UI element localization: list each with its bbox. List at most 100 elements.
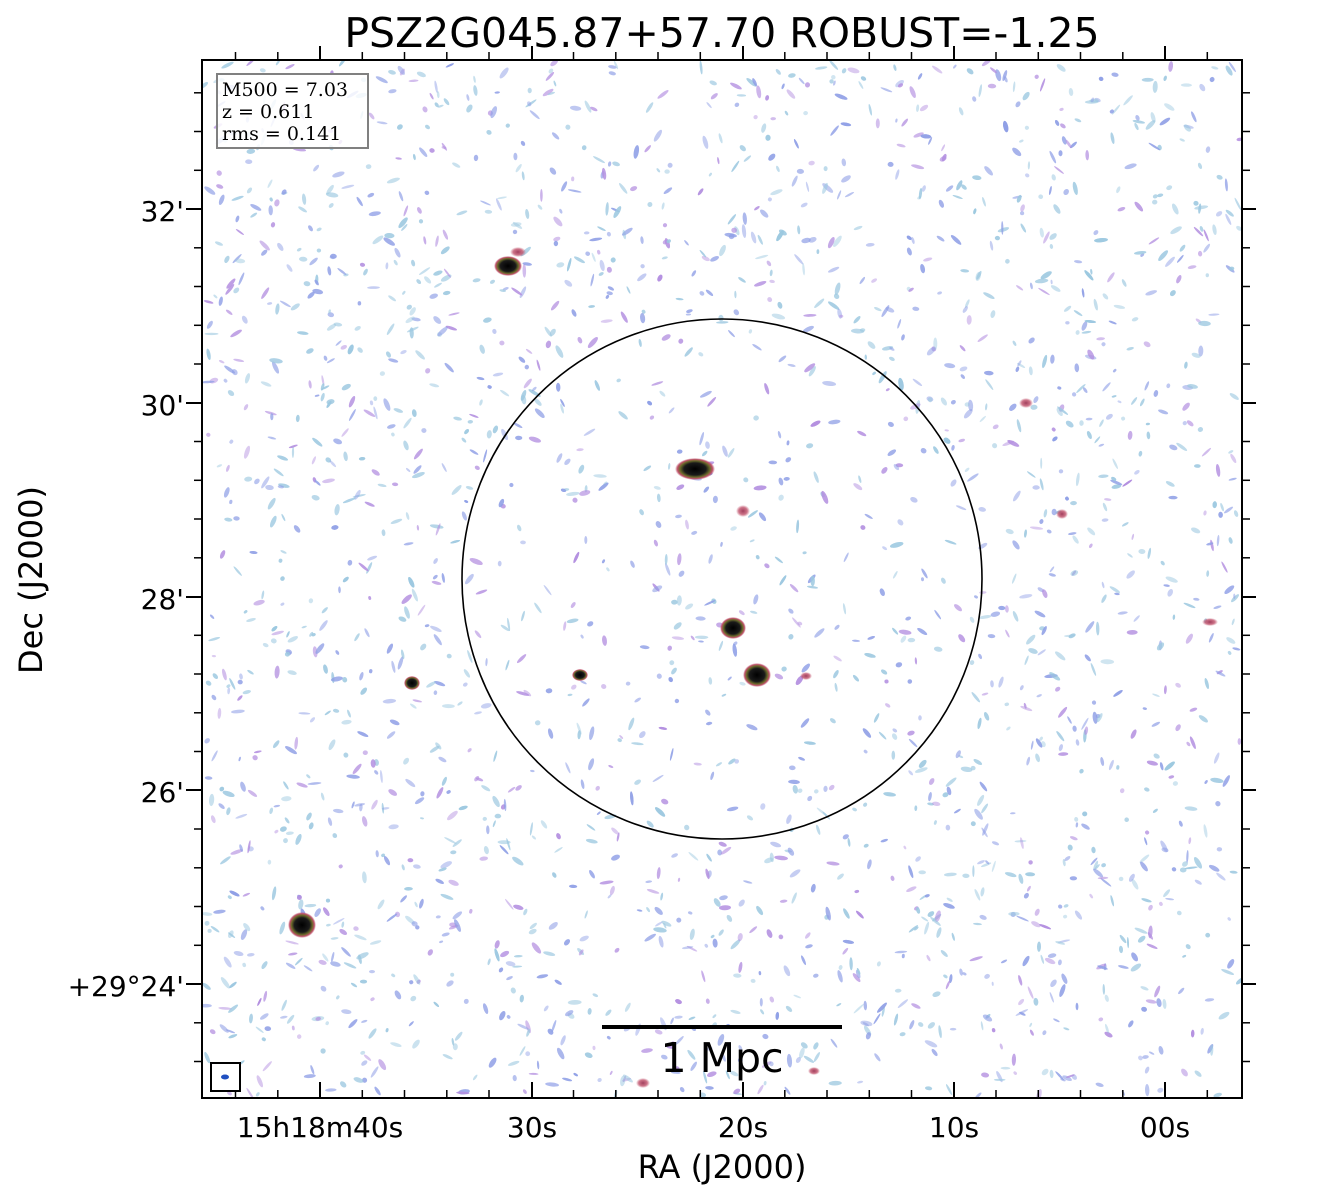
noise-speck (698, 640, 704, 643)
noise-speck (513, 954, 523, 958)
noise-speck (606, 231, 611, 237)
noise-speck (887, 161, 894, 167)
noise-speck (1042, 354, 1048, 369)
noise-speck (636, 909, 643, 912)
noise-speck (433, 316, 442, 324)
noise-speck (762, 1033, 769, 1040)
noise-speck (971, 692, 981, 703)
noise-speck (1048, 185, 1052, 196)
noise-speck (1133, 615, 1140, 622)
noise-speck (1124, 163, 1137, 170)
noise-speck (229, 439, 234, 444)
noise-speck (447, 810, 458, 821)
noise-speck (1064, 634, 1075, 637)
noise-speck (543, 951, 556, 957)
noise-speck (298, 712, 311, 715)
noise-speck (1225, 65, 1233, 76)
noise-speck (1126, 629, 1138, 635)
noise-speck (925, 1086, 933, 1091)
noise-speck (269, 807, 274, 815)
noise-speck (1004, 605, 1009, 613)
noise-speck (1114, 592, 1120, 596)
y-tick-label: 30' (141, 389, 184, 422)
noise-speck (699, 390, 712, 398)
x-tick-label: 10s (929, 1111, 979, 1144)
noise-speck (463, 669, 471, 678)
noise-speck (1181, 1068, 1188, 1077)
noise-speck (548, 68, 554, 74)
noise-speck (1060, 123, 1066, 129)
noise-speck (597, 226, 606, 232)
noise-speck (984, 370, 994, 376)
noise-speck (1134, 122, 1139, 131)
noise-speck (202, 1003, 212, 1008)
noise-speck (390, 1042, 402, 1047)
noise-speck (346, 774, 360, 779)
noise-speck (775, 69, 781, 75)
noise-speck (431, 580, 442, 585)
noise-speck (351, 801, 355, 809)
noise-speck (420, 643, 427, 651)
noise-speck (1169, 290, 1176, 297)
noise-speck (584, 910, 588, 919)
noise-speck (534, 720, 541, 726)
noise-speck (786, 814, 792, 824)
noise-speck (1159, 901, 1163, 906)
noise-speck (878, 731, 887, 740)
noise-speck (260, 1013, 269, 1020)
noise-speck (834, 282, 841, 296)
noise-speck (442, 1054, 453, 1060)
noise-speck (445, 325, 458, 331)
noise-speck (1029, 1022, 1033, 1028)
noise-speck (784, 1086, 791, 1095)
noise-speck (640, 312, 646, 324)
noise-speck (237, 695, 243, 701)
noise-speck (1186, 420, 1194, 427)
noise-speck (903, 845, 907, 850)
noise-speck (779, 899, 788, 903)
noise-speck (585, 838, 598, 844)
noise-speck (353, 926, 359, 931)
noise-speck (1228, 477, 1237, 481)
noise-speck (892, 571, 898, 579)
noise-speck (1067, 716, 1072, 724)
noise-speck (658, 935, 664, 948)
noise-speck (362, 750, 368, 756)
noise-speck (646, 820, 654, 828)
noise-speck (977, 334, 988, 342)
noise-speck (1150, 112, 1156, 123)
noise-speck (264, 410, 277, 416)
noise-speck (577, 336, 583, 344)
noise-speck (705, 721, 713, 726)
noise-speck (881, 1006, 885, 1017)
noise-speck (577, 730, 581, 740)
noise-speck (974, 595, 978, 599)
noise-speck (231, 369, 238, 376)
noise-speck (296, 247, 302, 252)
noise-speck (465, 486, 474, 490)
noise-speck (800, 202, 808, 208)
noise-speck (793, 994, 802, 999)
noise-speck (515, 435, 523, 441)
noise-speck (907, 637, 916, 643)
noise-speck (1042, 1030, 1047, 1036)
noise-speck (1198, 345, 1204, 357)
noise-speck (566, 618, 579, 624)
noise-speck (387, 424, 396, 429)
noise-speck (1005, 629, 1010, 638)
noise-speck (553, 236, 561, 242)
noise-speck (944, 429, 949, 432)
noise-speck (1152, 199, 1158, 205)
noise-speck (797, 225, 801, 235)
noise-speck (567, 189, 582, 193)
noise-speck (534, 398, 542, 406)
noise-speck (584, 100, 592, 113)
noise-speck (830, 125, 839, 136)
noise-speck (507, 617, 511, 632)
noise-speck (223, 487, 230, 498)
noise-speck (907, 730, 915, 736)
noise-speck (755, 254, 769, 260)
noise-speck (383, 398, 391, 411)
noise-speck (446, 653, 452, 659)
